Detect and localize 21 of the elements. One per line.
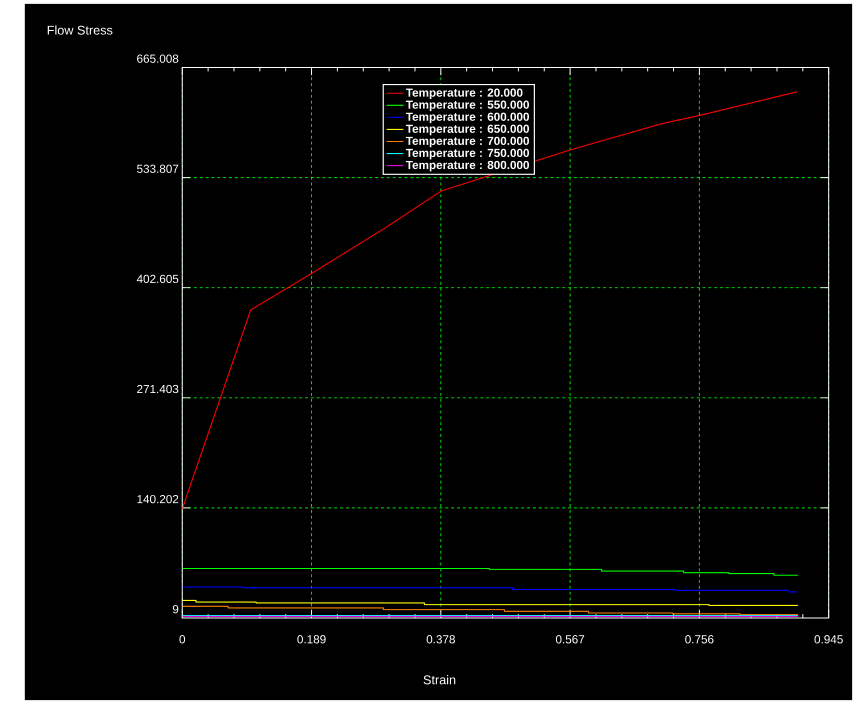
y-tick-label: 271.403 [137, 384, 178, 394]
y-tick-label: 402.605 [136, 274, 178, 283]
y-tick-label: 665.008 [137, 54, 178, 63]
x-axis-title: Strain [424, 674, 456, 684]
x-tick-label: 0 [179, 635, 186, 644]
legend-label: Temperature : 550.000 [406, 100, 529, 112]
x-tick-label: 0.378 [426, 635, 455, 644]
x-tick-label: 0.945 [814, 635, 843, 644]
y-tick-label: 9 [172, 605, 178, 614]
legend-label: Temperature : 20.000 [406, 88, 522, 100]
y-tick-label: 140.202 [137, 494, 178, 504]
legend-label: Temperature : 700.000 [406, 136, 529, 148]
legend-label: Temperature : 600.000 [406, 112, 529, 124]
y-tick-label: 533.807 [137, 164, 178, 173]
x-tick-label: 0.189 [297, 635, 326, 644]
y-axis-title: Flow Stress [48, 25, 112, 35]
x-tick-label: 0.567 [556, 635, 584, 644]
legend-label: Temperature : 750.000 [406, 148, 529, 160]
x-tick-label: 0.756 [685, 635, 714, 644]
legend-label: Temperature : 800.000 [406, 160, 529, 172]
legend-label: Temperature : 650.000 [406, 124, 529, 136]
